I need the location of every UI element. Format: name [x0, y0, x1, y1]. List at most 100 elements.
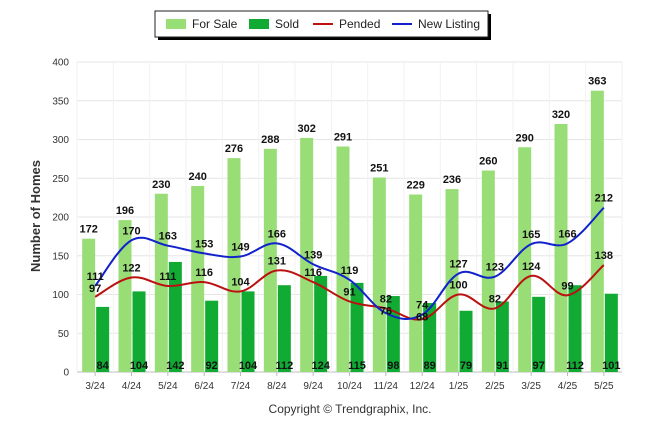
label-pended: 82	[489, 293, 501, 305]
y-axis-ticks: 0 50 100 150 200 250 300 350 400	[52, 58, 69, 379]
label-new-listing: 166	[268, 228, 286, 240]
x-tick-label: 11/24	[374, 381, 399, 392]
bar-sold	[132, 291, 146, 372]
y-tick-label: 200	[52, 213, 69, 224]
bar-for-sale	[372, 177, 386, 372]
y-tick-label: 150	[52, 251, 69, 262]
label-new-listing: 139	[304, 249, 322, 261]
legend-label: Sold	[275, 17, 299, 31]
x-tick-label: 8/24	[267, 381, 287, 392]
label-pended: 122	[122, 262, 140, 274]
label-for-sale: 291	[334, 131, 352, 143]
y-tick-label: 0	[63, 368, 69, 379]
bar-for-sale	[191, 186, 205, 372]
bar-for-sale	[518, 147, 532, 372]
label-for-sale: 260	[479, 156, 497, 168]
label-pended: 131	[268, 255, 286, 267]
legend-label: New Listing	[418, 17, 480, 31]
label-sold: 84	[97, 360, 110, 372]
label-for-sale: 363	[588, 76, 606, 88]
label-pended: 68	[416, 312, 428, 324]
y-axis-label: Number of Homes	[28, 160, 43, 272]
x-tick-label: 9/24	[303, 381, 323, 392]
label-sold: 124	[311, 360, 330, 372]
y-tick-label: 350	[52, 96, 69, 107]
label-new-listing: 111	[87, 271, 104, 283]
bar-sold	[604, 293, 618, 372]
bar-sold	[205, 300, 219, 372]
x-tick-label: 3/24	[85, 381, 105, 392]
label-pended: 116	[195, 267, 213, 279]
label-new-listing: 170	[122, 225, 140, 237]
label-for-sale: 240	[188, 171, 206, 183]
x-tick-label: 6/24	[194, 381, 214, 392]
label-new-listing: 123	[486, 262, 504, 274]
label-for-sale: 276	[225, 143, 243, 155]
label-sold: 92	[206, 360, 218, 372]
label-pended: 99	[561, 280, 573, 292]
x-tick-label: 10/24	[337, 381, 362, 392]
legend-swatch	[166, 19, 186, 29]
label-sold: 97	[533, 360, 545, 372]
copyright: Copyright © Trendgraphix, Inc.	[269, 402, 432, 416]
label-for-sale: 230	[152, 179, 170, 191]
label-pended: 97	[89, 283, 101, 295]
bar-sold	[314, 275, 328, 372]
bar-for-sale	[263, 148, 277, 372]
bar-sold	[96, 306, 110, 372]
label-pended: 116	[304, 267, 322, 279]
label-sold: 142	[166, 360, 184, 372]
x-tick-label: 2/25	[485, 381, 505, 392]
label-new-listing: 166	[558, 228, 576, 240]
label-sold: 104	[239, 360, 258, 372]
label-for-sale: 229	[406, 180, 424, 192]
label-sold: 115	[348, 360, 366, 372]
label-sold: 98	[387, 360, 399, 372]
line-pended	[94, 264, 605, 321]
label-new-listing: 127	[449, 259, 467, 271]
bar-sold	[277, 285, 291, 372]
label-for-sale: 172	[79, 224, 97, 236]
bar-sold	[459, 310, 473, 372]
label-pended: 82	[380, 293, 392, 305]
bar-for-sale	[154, 193, 168, 372]
label-for-sale: 290	[515, 132, 533, 144]
y-tick-label: 300	[52, 135, 69, 146]
label-pended: 104	[231, 276, 250, 288]
label-for-sale: 288	[261, 134, 279, 146]
bar-sold	[532, 296, 546, 372]
label-for-sale: 196	[116, 205, 134, 217]
x-axis-ticks: 3/24 4/24 5/24 6/24 7/24 8/24 9/24 10/24 11/24 12…	[85, 372, 614, 392]
x-tick-label: 4/24	[122, 381, 142, 392]
label-new-listing: 149	[231, 242, 249, 254]
bar-for-sale	[445, 189, 459, 372]
x-tick-label: 12/24	[410, 381, 435, 392]
label-for-sale: 302	[297, 123, 315, 135]
label-pended: 100	[449, 280, 467, 292]
label-new-listing: 119	[341, 265, 359, 277]
bar-sold	[423, 303, 437, 372]
label-for-sale: 236	[443, 174, 461, 186]
bar-for-sale	[336, 146, 350, 372]
bar-for-sale	[118, 220, 132, 372]
label-new-listing: 74	[416, 300, 429, 312]
series-lines	[94, 206, 605, 321]
bar-sold	[241, 291, 255, 372]
bar-for-sale	[554, 124, 568, 372]
y-tick-label: 100	[52, 290, 69, 301]
label-new-listing: 212	[595, 193, 613, 205]
x-tick-label: 3/25	[521, 381, 541, 392]
bar-for-sale	[590, 90, 604, 373]
x-tick-label: 7/24	[231, 381, 251, 392]
label-new-listing: 165	[522, 229, 540, 241]
legend: For Sale Sold Pended New Listing	[154, 10, 491, 40]
y-tick-label: 50	[58, 329, 70, 340]
y-tick-label: 250	[52, 174, 69, 185]
bar-for-sale	[82, 238, 96, 372]
legend-label: Pended	[339, 17, 380, 31]
bar-for-sale	[409, 194, 423, 372]
line-new-listing	[94, 206, 605, 320]
bar-for-sale	[481, 170, 495, 372]
label-sold: 112	[566, 360, 584, 372]
